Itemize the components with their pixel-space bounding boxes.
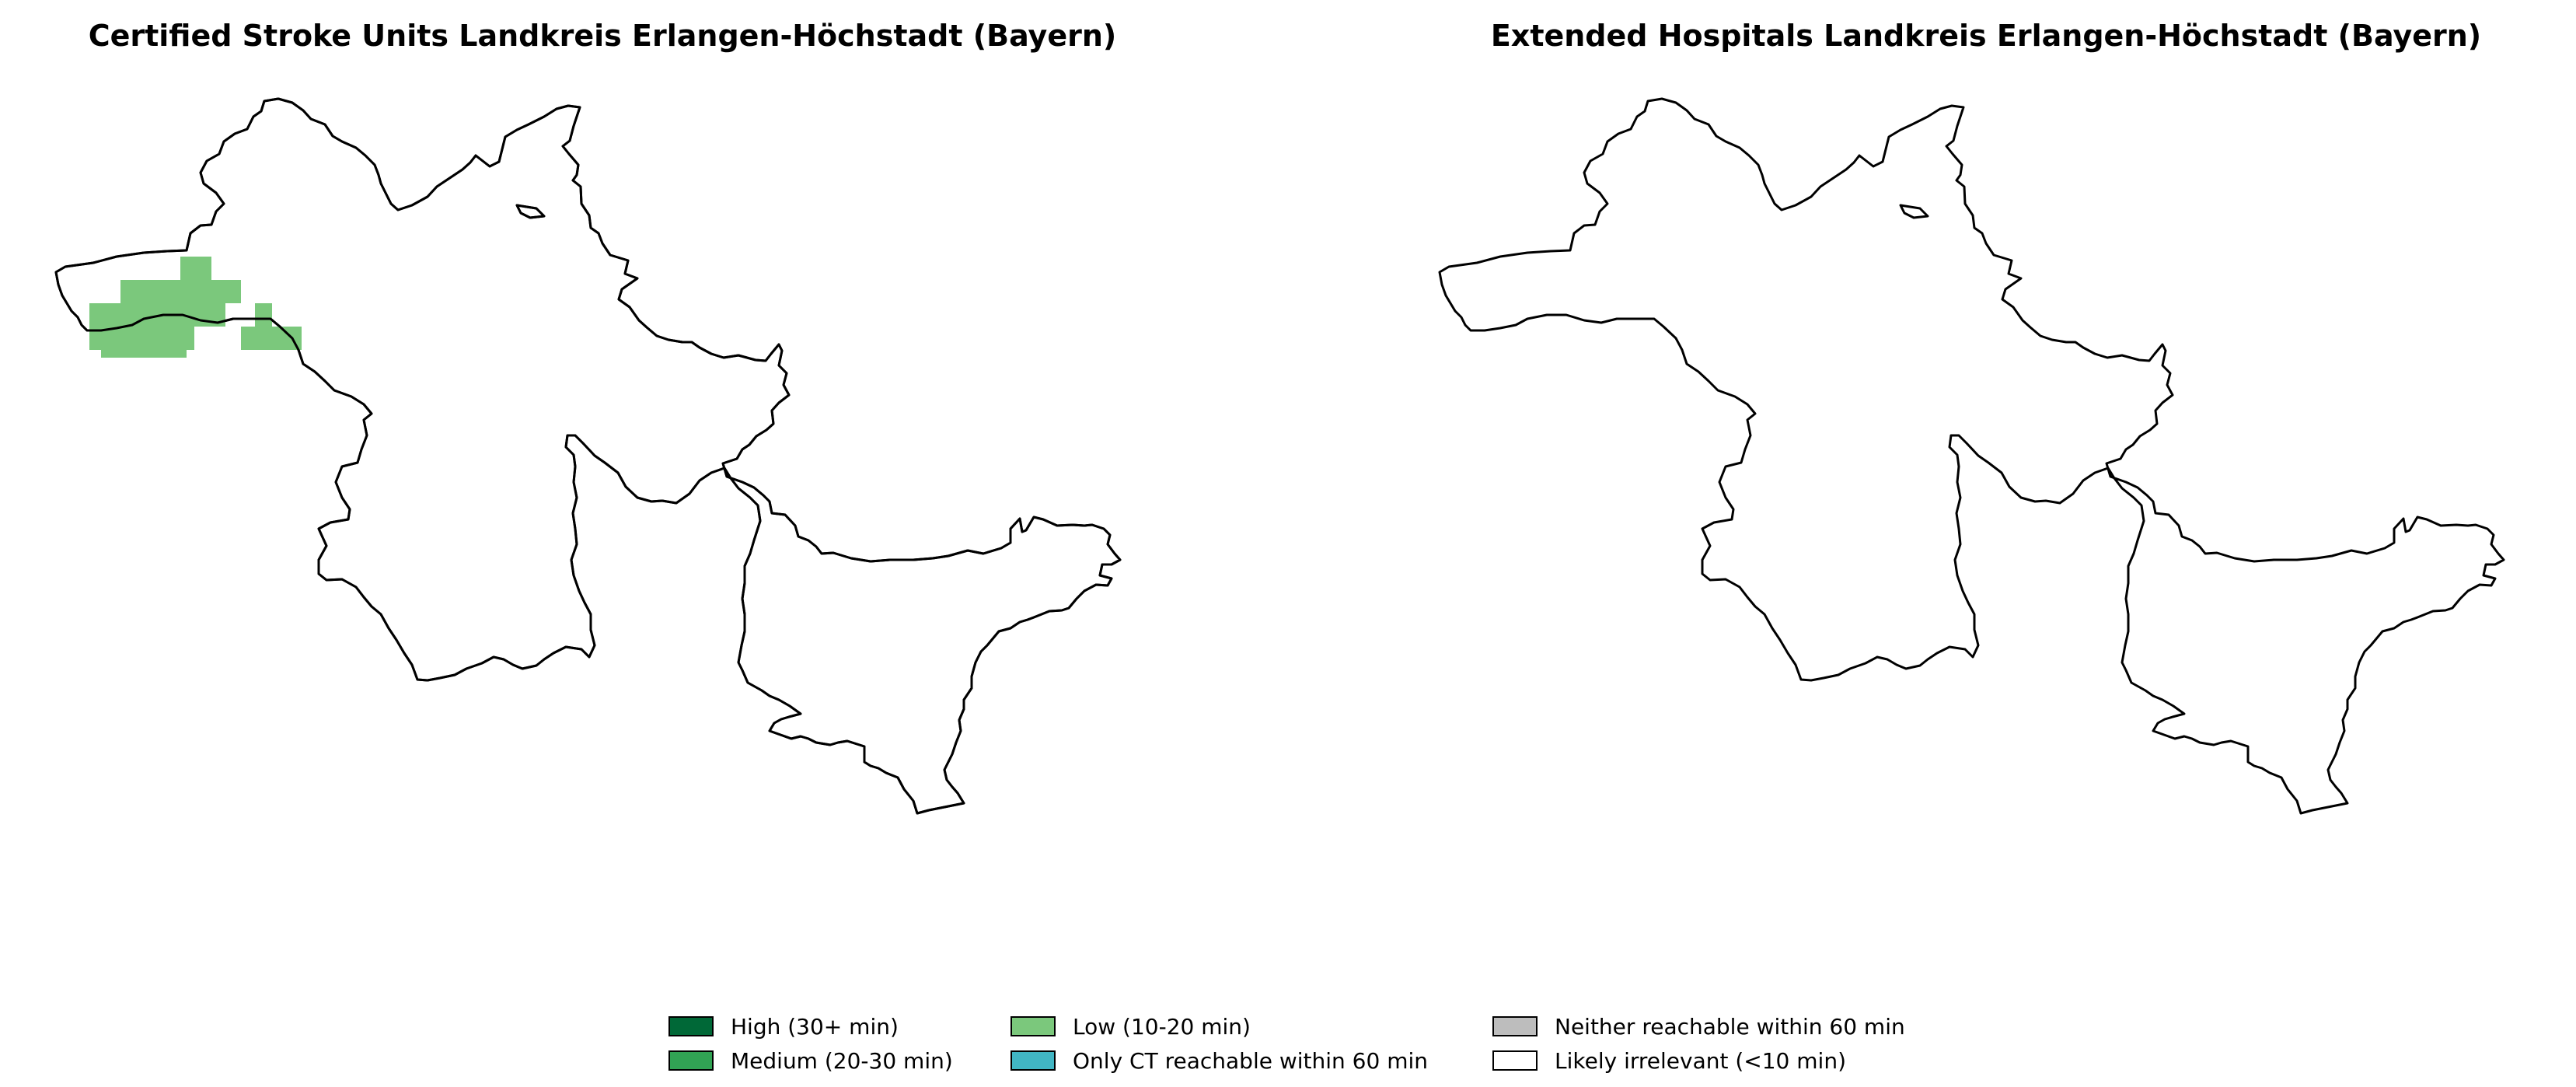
legend-label-high: High (30+ min): [731, 1013, 899, 1040]
map-title-stroke-units: Certified Stroke Units Landkreis Erlange…: [88, 19, 1117, 53]
legend-item-medium: Medium (20-30 min): [668, 1045, 953, 1076]
district-outline-right: [1438, 97, 2505, 815]
legend-label-irrelevant: Likely irrelevant (<10 min): [1555, 1047, 1846, 1074]
map-stroke-units: [54, 97, 1122, 815]
maps-canvas: [54, 97, 2505, 815]
legend-label-ct-only: Only CT reachable within 60 min: [1073, 1047, 1429, 1074]
map-legend: High (30+ min) Medium (20-30 min) Low (1…: [668, 1011, 1943, 1081]
legend-swatch-medium: [668, 1050, 714, 1071]
coverage-cell: [180, 257, 211, 280]
district-outline-left: [54, 97, 1122, 815]
legend-label-medium: Medium (20-30 min): [731, 1047, 953, 1074]
legend-swatch-low: [1011, 1016, 1056, 1036]
legend-swatch-irrelevant: [1492, 1050, 1538, 1071]
legend-label-low: Low (10-20 min): [1073, 1013, 1251, 1040]
map-extended-hospitals: [1438, 97, 2505, 815]
coverage-cell: [255, 303, 272, 327]
legend-item-irrelevant: Likely irrelevant (<10 min): [1492, 1045, 1846, 1076]
legend-item-high: High (30+ min): [668, 1011, 899, 1042]
legend-swatch-neither: [1492, 1016, 1538, 1036]
legend-item-neither: Neither reachable within 60 min: [1492, 1011, 1905, 1042]
legend-swatch-high: [668, 1016, 714, 1036]
legend-item-ct-only: Only CT reachable within 60 min: [1011, 1045, 1428, 1076]
legend-item-low: Low (10-20 min): [1011, 1011, 1251, 1042]
legend-label-neither: Neither reachable within 60 min: [1555, 1013, 1905, 1040]
coverage-cell: [101, 346, 187, 358]
legend-swatch-ct-only: [1011, 1050, 1056, 1071]
coverage-cell: [120, 280, 241, 303]
map-title-extended-hospitals: Extended Hospitals Landkreis Erlangen-Hö…: [1490, 19, 2482, 53]
